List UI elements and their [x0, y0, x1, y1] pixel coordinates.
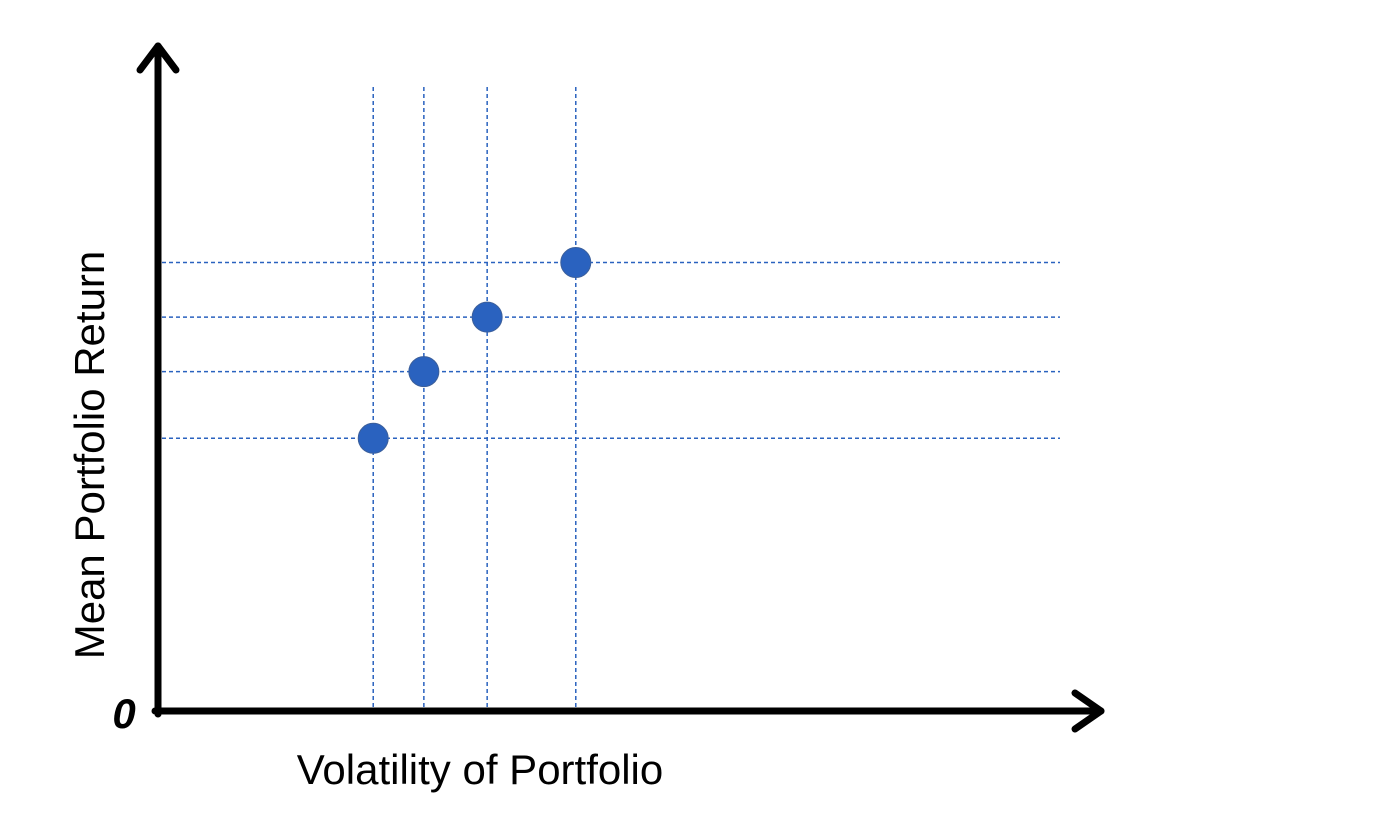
data-point	[357, 422, 389, 454]
data-point	[408, 356, 440, 388]
x-axis-arrowhead	[1071, 689, 1105, 733]
data-point	[471, 301, 503, 333]
x-axis-label: Volatility of Portfolio	[297, 746, 664, 793]
y-axis-arrowhead	[136, 42, 180, 74]
data-points	[357, 247, 592, 454]
data-point	[560, 247, 592, 279]
origin-label: 0	[112, 690, 135, 737]
y-axis-label: Mean Portfolio Return	[66, 251, 113, 660]
guide-lines	[162, 87, 1060, 707]
axes	[136, 42, 1105, 733]
